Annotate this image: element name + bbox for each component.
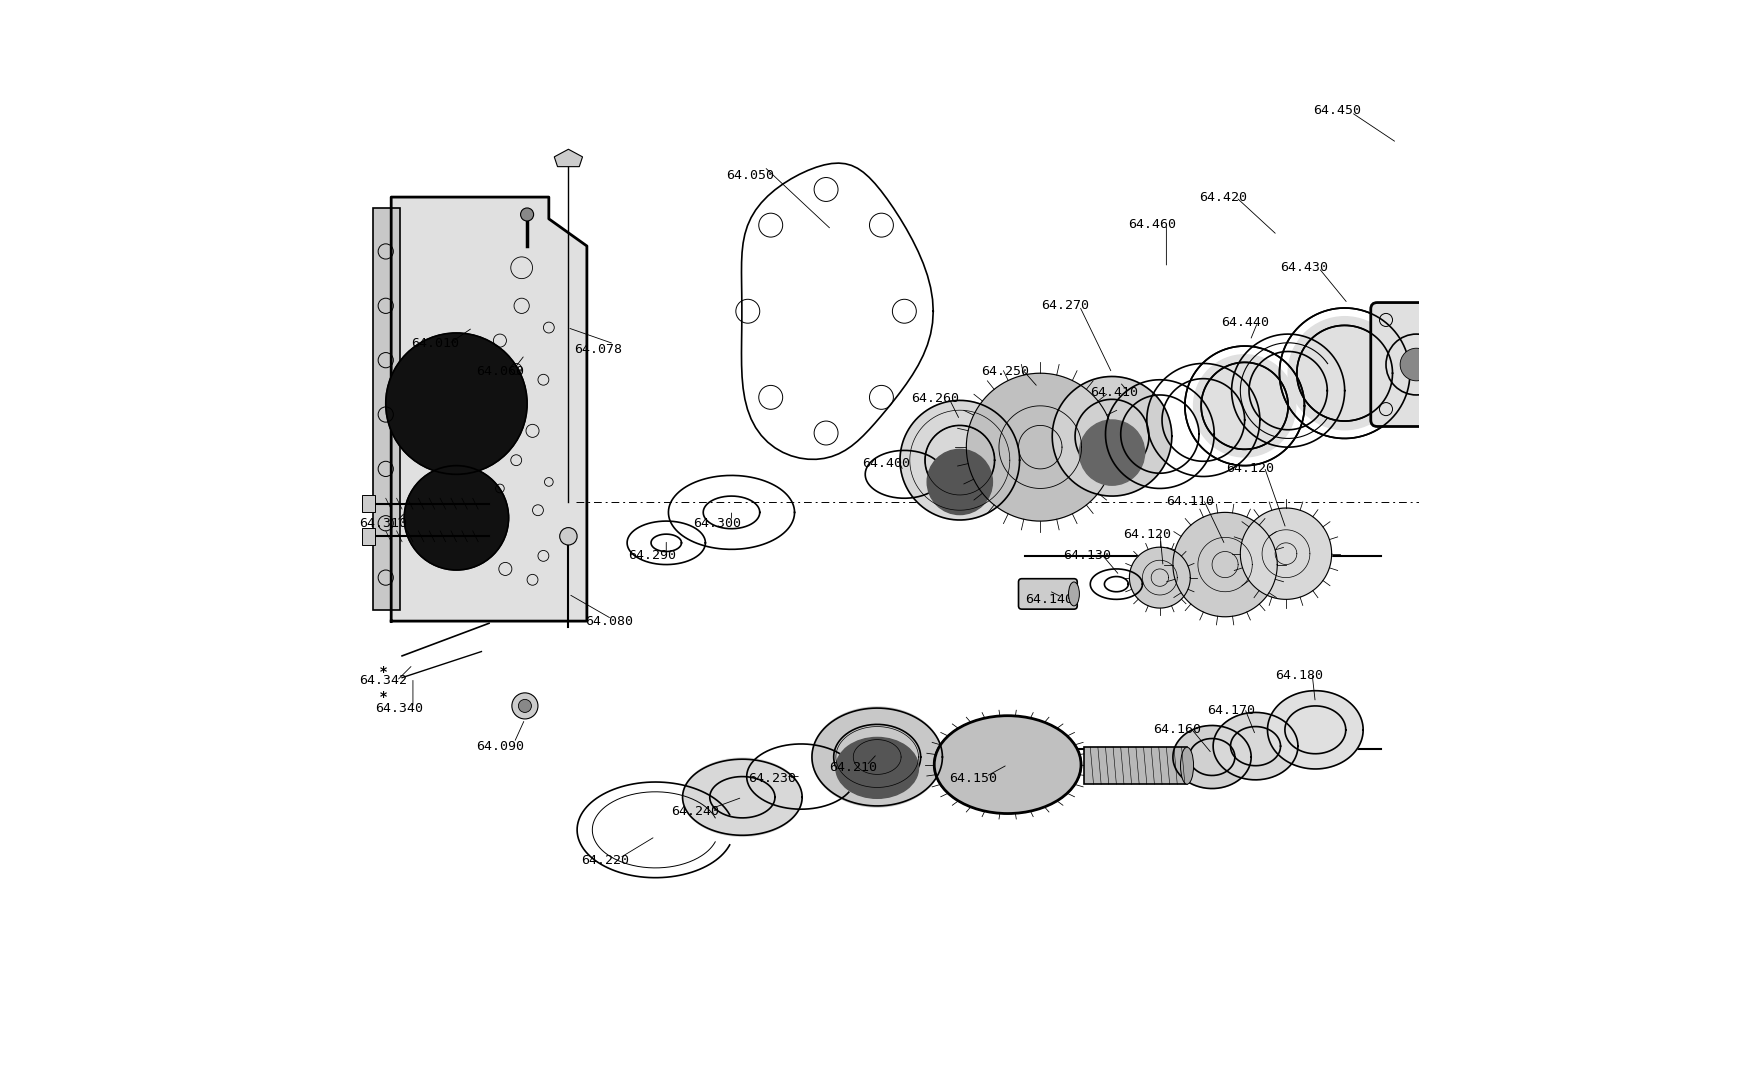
FancyBboxPatch shape — [1370, 303, 1461, 426]
Text: 64.010: 64.010 — [411, 338, 459, 350]
Bar — [373, 208, 401, 610]
FancyBboxPatch shape — [1018, 579, 1078, 609]
Circle shape — [520, 208, 534, 221]
Text: 64.450: 64.450 — [1312, 104, 1362, 117]
Text: 64.090: 64.090 — [476, 740, 523, 752]
Circle shape — [518, 700, 532, 713]
Text: 64.120: 64.120 — [1124, 528, 1171, 541]
Circle shape — [1400, 348, 1433, 380]
Bar — [362, 495, 374, 512]
Text: 64.290: 64.290 — [628, 549, 676, 562]
Text: 64.240: 64.240 — [672, 804, 719, 818]
Circle shape — [1241, 508, 1332, 600]
Bar — [362, 528, 374, 545]
Text: 64.460: 64.460 — [1129, 218, 1176, 231]
Text: 64.300: 64.300 — [693, 517, 742, 530]
Text: 64.130: 64.130 — [1062, 549, 1111, 562]
Text: 64.342: 64.342 — [359, 675, 408, 688]
Text: 64.080: 64.080 — [584, 615, 634, 628]
Text: 64.440: 64.440 — [1222, 316, 1269, 328]
Text: 64.150: 64.150 — [949, 772, 998, 785]
Circle shape — [900, 400, 1020, 520]
Text: *: * — [380, 690, 387, 704]
Bar — [1083, 748, 1186, 784]
Ellipse shape — [682, 759, 802, 836]
Text: 64.430: 64.430 — [1281, 262, 1328, 275]
Text: 64.160: 64.160 — [1153, 724, 1200, 737]
Text: 64.340: 64.340 — [374, 702, 424, 715]
Circle shape — [1288, 317, 1402, 429]
Circle shape — [1194, 354, 1295, 457]
Circle shape — [1172, 512, 1278, 617]
Circle shape — [1080, 420, 1144, 485]
Text: 64.410: 64.410 — [1090, 386, 1138, 399]
Circle shape — [511, 693, 537, 719]
Ellipse shape — [1267, 691, 1363, 768]
Circle shape — [1129, 547, 1190, 608]
Text: 64.170: 64.170 — [1208, 704, 1255, 717]
Text: 64.120: 64.120 — [1227, 462, 1274, 475]
Text: 64.060: 64.060 — [476, 364, 523, 377]
Text: 64.210: 64.210 — [830, 762, 877, 774]
Text: 64.230: 64.230 — [747, 772, 796, 785]
Text: 64.400: 64.400 — [861, 457, 910, 470]
Text: 64.050: 64.050 — [726, 169, 774, 182]
Text: 64.420: 64.420 — [1199, 191, 1248, 204]
Ellipse shape — [812, 707, 943, 807]
Circle shape — [385, 332, 527, 474]
Ellipse shape — [1213, 713, 1298, 779]
Text: 64.140: 64.140 — [1026, 593, 1073, 606]
Ellipse shape — [836, 738, 919, 798]
Ellipse shape — [1172, 726, 1251, 788]
Text: 64.180: 64.180 — [1276, 669, 1323, 682]
Ellipse shape — [934, 716, 1082, 813]
Text: *: * — [380, 665, 387, 679]
Polygon shape — [392, 197, 586, 621]
Text: 64.260: 64.260 — [910, 391, 959, 404]
Text: 64.270: 64.270 — [1041, 300, 1088, 313]
Text: 64.310: 64.310 — [359, 517, 408, 530]
Text: 64.078: 64.078 — [574, 342, 621, 355]
Circle shape — [404, 465, 509, 570]
Polygon shape — [555, 149, 583, 167]
Circle shape — [1052, 376, 1172, 496]
Text: 64.220: 64.220 — [581, 853, 630, 867]
Text: 64.110: 64.110 — [1166, 495, 1214, 508]
Ellipse shape — [1069, 582, 1080, 606]
Text: 64.250: 64.250 — [982, 364, 1029, 377]
Circle shape — [560, 528, 578, 545]
Circle shape — [928, 449, 992, 514]
Circle shape — [966, 373, 1115, 521]
Ellipse shape — [1181, 748, 1194, 784]
